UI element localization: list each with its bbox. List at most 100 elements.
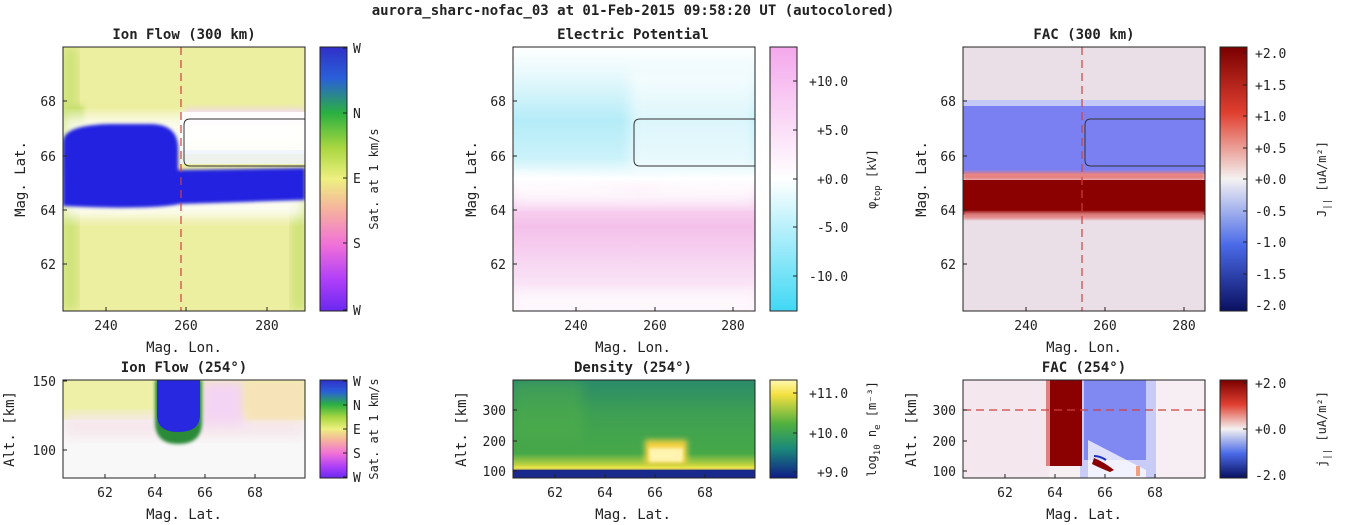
fac-300-ytick: 68 (940, 95, 956, 110)
ion-flow-254-xtick: 62 (97, 486, 113, 501)
panel-fac-300: FAC (300 km) 240 260 280 68 66 64 62 Mag… (914, 27, 1333, 356)
ion-flow-300-ylabel: Mag. Lat. (13, 141, 29, 217)
fac-300-title: FAC (300 km) (1033, 27, 1134, 43)
fac-254-title: FAC (254°) (1042, 360, 1126, 376)
ion-flow-300-ytick: 68 (40, 95, 56, 110)
density-254-ytick: 100 (483, 465, 506, 480)
ion-flow-254-xlabel: Mag. Lat. (146, 507, 222, 523)
fac-254-ytick: 200 (933, 435, 956, 450)
fac-300-cbar-tick: -1.5 (1255, 268, 1286, 283)
density-254-cbar-tick: +9.0 (817, 466, 848, 481)
panel-electric-potential: Electric Potential 240 260 280 68 66 64 … (464, 27, 883, 356)
fac-300-frame (962, 46, 1206, 312)
fac-300-ylabel: Mag. Lat. (914, 141, 930, 217)
fac-300-cbar-label: J|| [uA/m²] (1315, 141, 1333, 217)
ion-flow-300-xtick: 260 (174, 319, 197, 334)
fac-254-xtick: 62 (997, 486, 1013, 501)
fac-300-cbar-tick: +1.0 (1255, 110, 1286, 125)
density-254-cbar-label: log10 ne [m⁻³] (865, 381, 883, 477)
ion-flow-300-frame (62, 46, 306, 312)
density-254-xtick: 66 (647, 486, 663, 501)
ion-flow-254-cbar-tick: E (353, 423, 361, 438)
fac-300-cbar-tick: +0.5 (1255, 142, 1286, 157)
electric-potential-colorbar (769, 46, 798, 312)
electric-potential-ytick: 64 (490, 204, 506, 219)
fac-254-ytick: 300 (933, 404, 956, 419)
fac-300-region-box (1084, 118, 1205, 167)
density-254-xtick: 64 (597, 486, 613, 501)
fac-254-xtick: 64 (1047, 486, 1063, 501)
fac-300-ytick: 62 (940, 258, 956, 273)
density-254-ytick: 300 (483, 404, 506, 419)
ion-flow-254-heatmap (63, 380, 305, 478)
electric-potential-cbar-tick: +10.0 (809, 75, 848, 90)
ion-flow-254-colorbar (319, 379, 348, 479)
fac-300-colorbar (1219, 46, 1248, 312)
density-254-colorbar (769, 379, 798, 479)
fac-254-colorbar (1219, 379, 1248, 479)
fac-254-cbar-tick: +2.0 (1255, 377, 1286, 392)
ion-flow-254-cbar-tick: N (353, 399, 361, 414)
density-254-heatmap (513, 380, 755, 478)
fac-254-cbar-tick: +0.0 (1255, 423, 1286, 438)
ion-flow-300-region-box (183, 118, 305, 167)
electric-potential-frame (512, 46, 756, 312)
ion-flow-254-ytick: 150 (33, 375, 56, 390)
electric-potential-cbar-tick: +5.0 (817, 124, 848, 139)
fac-254-cbar-tick: -2.0 (1255, 469, 1286, 484)
fac-254-xtick: 66 (1097, 486, 1113, 501)
fac-254-heatmap (963, 380, 1205, 478)
fac-300-cbar-tick: -1.0 (1255, 236, 1286, 251)
density-254-cbar-tick: +10.0 (809, 427, 848, 442)
electric-potential-title: Electric Potential (557, 27, 709, 43)
ion-flow-254-title: Ion Flow (254°) (121, 360, 247, 376)
ion-flow-300-xtick: 240 (94, 319, 117, 334)
fac-254-ytick: 100 (933, 465, 956, 480)
ion-flow-300-colorbar (319, 46, 348, 312)
ion-flow-300-cbar-tick: N (353, 107, 361, 122)
fac-300-xtick: 240 (1014, 319, 1037, 334)
ion-flow-254-cbar-tick: W (353, 471, 361, 486)
ion-flow-254-ytick: 100 (33, 444, 56, 459)
ion-flow-300-ticks (63, 100, 268, 311)
electric-potential-region-box (633, 118, 755, 167)
electric-potential-xtick: 240 (564, 319, 587, 334)
fac-300-cbar-tick: -2.0 (1255, 299, 1286, 314)
electric-potential-cbar-label: φtop [kV] (865, 149, 883, 209)
panel-ion-flow-254: Ion Flow (254°) 62 64 66 68 150 100 Mag.… (2, 360, 381, 523)
electric-potential-ytick: 62 (490, 258, 506, 273)
ion-flow-300-heatmap (63, 47, 305, 311)
figure-title: aurora_sharc-nofac_03 at 01-Feb-2015 09:… (372, 3, 895, 19)
ion-flow-300-xlabel: Mag. Lon. (146, 340, 222, 356)
electric-potential-cbar-tick: +0.0 (817, 173, 848, 188)
fac-254-cbar-label: j|| [uA/m²] (1315, 391, 1333, 467)
ion-flow-254-xtick: 68 (247, 486, 263, 501)
fac-254-ylabel: Alt. [km] (904, 391, 920, 467)
ion-flow-300-cbar-tick: W (353, 304, 361, 319)
electric-potential-cbar-tick: -10.0 (809, 270, 848, 285)
fac-300-xlabel: Mag. Lon. (1046, 340, 1122, 356)
panel-fac-254: FAC (254°) 62 64 66 68 300 200 100 Mag. … (904, 360, 1333, 523)
electric-potential-xtick: 260 (643, 319, 666, 334)
ion-flow-300-cbar-tick: W (353, 42, 361, 57)
ion-flow-254-xtick: 66 (197, 486, 213, 501)
density-254-frame (512, 379, 756, 479)
fac-254-xlabel: Mag. Lat. (1046, 507, 1122, 523)
ion-flow-254-cbar-tick: W (353, 375, 361, 390)
panel-ion-flow-300: Ion Flow (300 km) 240 260 280 68 66 64 6… (13, 27, 381, 356)
electric-potential-xlabel: Mag. Lon. (595, 340, 671, 356)
fac-300-heatmap (963, 47, 1205, 311)
ion-flow-254-xtick: 64 (147, 486, 163, 501)
fac-300-ytick: 64 (940, 204, 956, 219)
fac-300-cbar-tick: +0.0 (1255, 173, 1286, 188)
ion-flow-300-cbar-tick: S (353, 237, 361, 252)
density-254-cbar-tick: +11.0 (809, 387, 848, 402)
fac-254-xtick: 68 (1147, 486, 1163, 501)
fac-300-cbar-tick: +2.0 (1255, 47, 1286, 62)
electric-potential-ylabel: Mag. Lat. (464, 141, 480, 217)
fac-300-cbar-tick: -0.5 (1255, 205, 1286, 220)
density-254-ytick: 200 (483, 435, 506, 450)
fac-300-xtick: 280 (1172, 319, 1195, 334)
fac-300-cbar-tick: +1.5 (1255, 79, 1286, 94)
